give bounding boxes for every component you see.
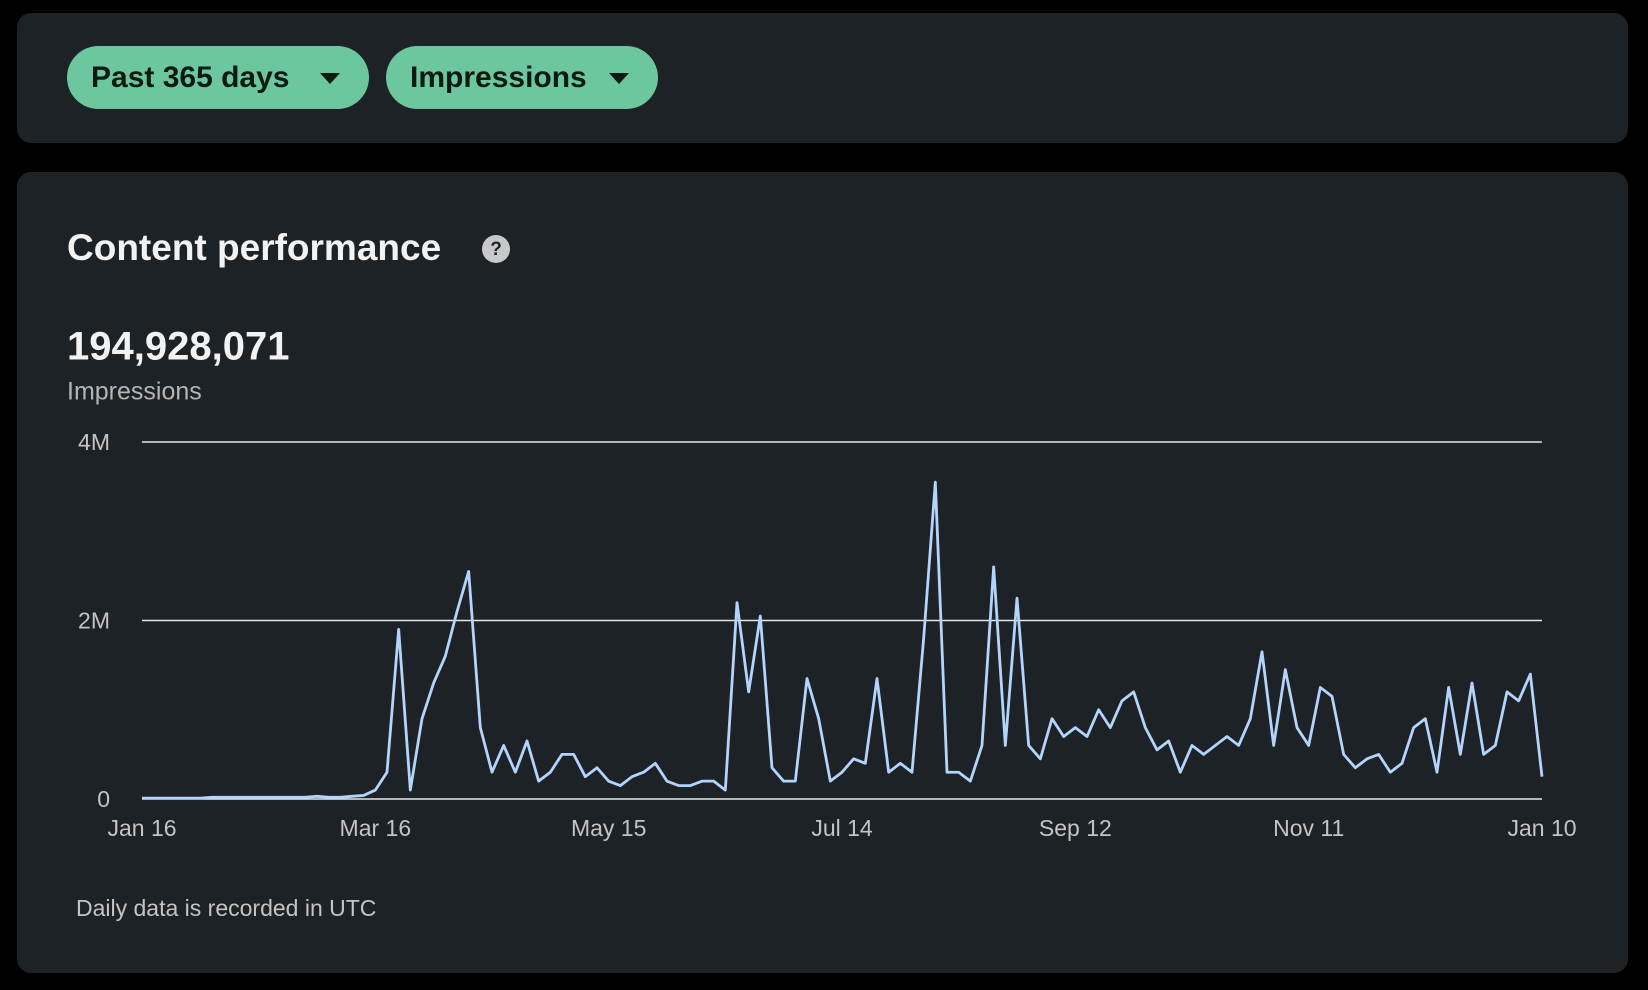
caret[interactable] [320, 73, 340, 84]
chart-title: Content performance [67, 227, 441, 268]
filter-card [17, 13, 1628, 143]
x-tick-label: Jan 16 [107, 815, 176, 841]
y-tick-label: 2M [78, 608, 110, 634]
caret[interactable] [609, 73, 629, 84]
y-tick-label: 4M [78, 429, 110, 455]
x-tick-label: May 15 [571, 815, 646, 841]
plot: 0 2M 4M Jan 16 Mar 16 May 15 Jul 14 Sep 12 Nov 1… [78, 429, 1576, 841]
help-icon[interactable]: ? [482, 235, 510, 263]
data-line [142, 480, 1544, 800]
y-tick-label: 0 [97, 786, 110, 812]
help-circle[interactable] [482, 235, 510, 263]
total: 194,928,071 [67, 325, 289, 369]
x-tick-label: Jul 14 [811, 815, 873, 841]
x-tick-label: Nov 11 [1273, 815, 1344, 841]
pill-bg[interactable] [386, 46, 658, 109]
help-glyph[interactable]: ? [490, 239, 502, 260]
x-tick-label: Jan 10 [1507, 815, 1576, 841]
x-tick-label: Mar 16 [340, 815, 412, 841]
pill-label[interactable]: Past 365 days [91, 61, 289, 94]
metric-label: Impressions [67, 378, 202, 406]
x-tick-label: Sep 12 [1039, 815, 1112, 841]
pill-bg[interactable] [67, 46, 369, 109]
filter-pill[interactable]: Impressions [386, 46, 658, 109]
pill-label[interactable]: Impressions [410, 61, 587, 94]
chart-card [17, 172, 1628, 973]
filter-pill[interactable]: Past 365 days [67, 46, 369, 109]
footnote: Daily data is recorded in UTC [76, 895, 376, 921]
